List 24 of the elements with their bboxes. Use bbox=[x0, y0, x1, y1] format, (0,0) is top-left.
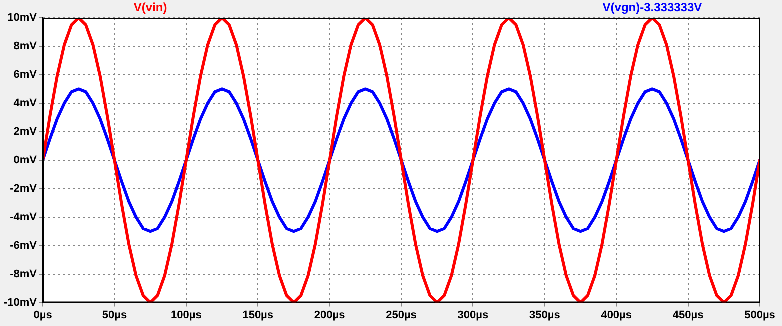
x-tick-label: 450µs bbox=[672, 309, 704, 322]
y-tick-label: 4mV bbox=[14, 97, 38, 110]
x-tick-label: 350µs bbox=[530, 309, 560, 322]
x-tick-label: 200µs bbox=[314, 309, 346, 322]
y-tick-label: -10mV bbox=[4, 296, 38, 309]
x-tick-label: 150µs bbox=[242, 309, 274, 322]
x-tick-label: 50µs bbox=[102, 309, 128, 322]
y-tick-label: 10mV bbox=[8, 12, 38, 24]
y-tick-label: -2mV bbox=[10, 182, 38, 195]
text: V(vgn)-3.333333V bbox=[602, 0, 702, 14]
y-tick-label: 0mV bbox=[14, 154, 38, 166]
text: V(vin) bbox=[134, 0, 168, 14]
y-tick-label: -6mV bbox=[10, 240, 38, 252]
x-tick-label: 400µs bbox=[601, 309, 632, 322]
x-tick-label: 500µs bbox=[744, 309, 776, 322]
x-tick-label: 250µs bbox=[386, 309, 417, 322]
x-tick-label: 100µs bbox=[171, 309, 202, 322]
y-tick-label: 6mV bbox=[14, 68, 38, 81]
x-tick-label: 300µs bbox=[458, 309, 489, 322]
y-tick-label: 2mV bbox=[14, 126, 38, 138]
y-tick-label: 8mV bbox=[14, 40, 38, 53]
y-tick-label: -8mV bbox=[10, 268, 38, 280]
x-tick-label: 0µs bbox=[34, 309, 52, 322]
y-tick-label: -4mV bbox=[10, 211, 38, 224]
